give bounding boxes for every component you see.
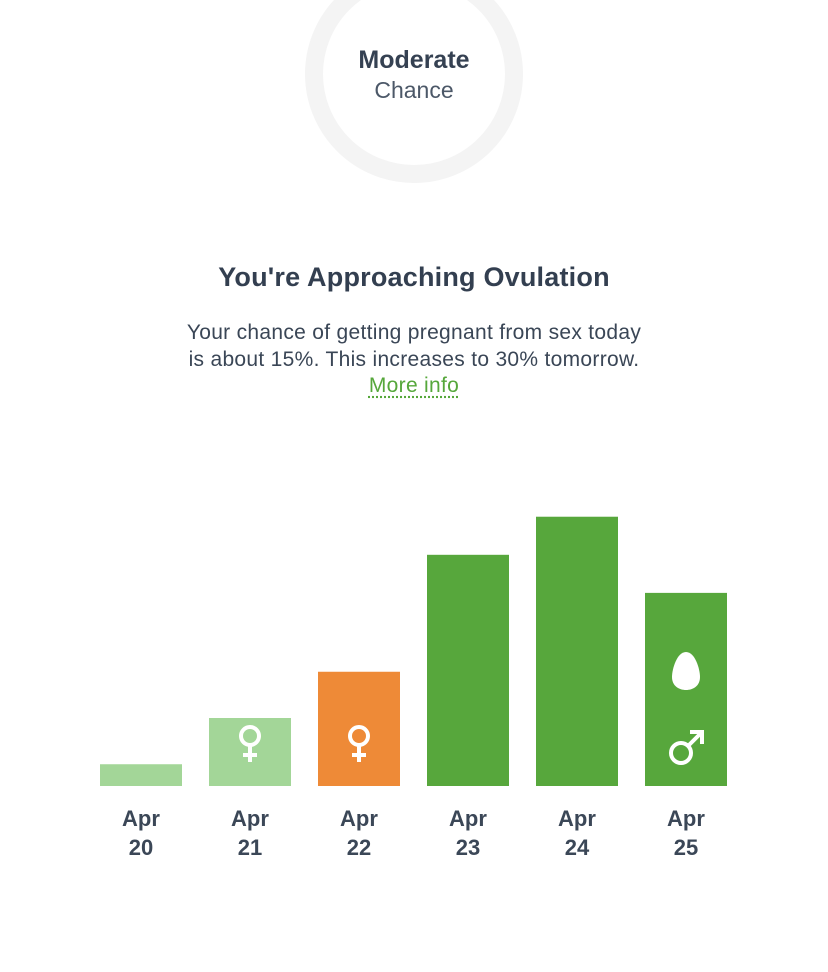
bar-apr-20[interactable] (100, 764, 182, 786)
chance-label: Moderate Chance (305, 45, 523, 105)
tick-label-day: 24 (565, 835, 590, 860)
tick-label-day: 25 (674, 835, 698, 860)
more-info-link[interactable]: More info (368, 374, 460, 397)
description-text: Your chance of getting pregnant from sex… (186, 321, 642, 371)
tick-label-month: Apr (340, 806, 378, 831)
female-symbol-icon (348, 725, 370, 762)
tick-label-day: 23 (456, 835, 480, 860)
bar-apr-23[interactable] (427, 554, 509, 786)
fertility-bar-chart: Apr 20 Apr 21 Apr 22 Apr 23 Apr 24 Apr 25 (100, 516, 727, 860)
chance-caption: Chance (374, 77, 454, 103)
female-symbol-icon (239, 725, 261, 762)
tick-label-month: Apr (449, 806, 487, 831)
male-symbol-icon (669, 730, 704, 765)
egg-icon (672, 652, 700, 690)
chance-level: Moderate (358, 46, 470, 74)
tick-label-month: Apr (667, 806, 705, 831)
tick-label-month: Apr (231, 806, 269, 831)
tick-label-day: 22 (347, 835, 371, 860)
page-title: You're Approaching Ovulation (218, 262, 610, 292)
ovulation-description: Your chance of getting pregnant from sex… (180, 320, 648, 400)
tick-label-month: Apr (558, 806, 596, 831)
tick-label-day: 21 (238, 835, 262, 860)
tick-label-day: 20 (129, 835, 153, 860)
tick-label-month: Apr (122, 806, 160, 831)
bar-apr-24[interactable] (536, 516, 618, 786)
